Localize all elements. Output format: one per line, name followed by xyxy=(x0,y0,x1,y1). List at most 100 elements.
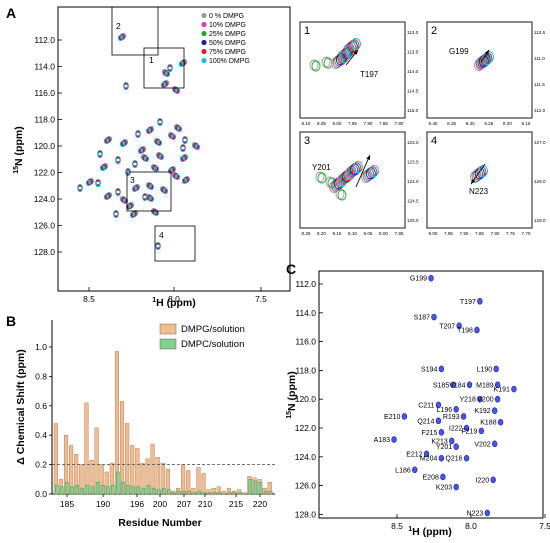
c-ytick-label: 116.0 xyxy=(295,337,316,347)
b-legend-label: DMPC/solution xyxy=(181,339,244,350)
b-xtick-label: 207 xyxy=(177,499,191,509)
b-ytick-label: 0.8 xyxy=(35,371,47,381)
bar-dmpc xyxy=(202,492,207,495)
arrow-head xyxy=(353,50,358,55)
nmr-peak xyxy=(160,81,167,89)
nmr-peak xyxy=(156,139,163,147)
bar-dmpc xyxy=(111,484,115,495)
peak-t197 xyxy=(477,297,483,305)
nmr-peak xyxy=(85,179,92,187)
panel-a-y-ticks: 112.0 114.0 116.0 118.0 120.0 122.0 124.0 126.0… xyxy=(34,35,62,257)
peak-k188 xyxy=(497,418,504,426)
bar-dmpg xyxy=(120,401,125,495)
inset-4: 4 8.00 7.95 7.90 7.85 7.80 7.75 7.70 127.0 128.0 1… xyxy=(426,131,546,236)
peak-v202 xyxy=(491,440,498,448)
peak-a183 xyxy=(391,436,397,443)
zoom-box-2 xyxy=(111,6,159,56)
peak-label: R193 xyxy=(443,414,460,421)
peak-label: F219 xyxy=(461,428,477,435)
nmr-peak xyxy=(181,177,188,185)
nmr-peak xyxy=(174,87,181,95)
inset-ytick: 114.0 xyxy=(407,69,419,74)
nmr-peak xyxy=(129,211,136,219)
nmr-peak xyxy=(117,34,124,42)
legend-label: 25% DMPG xyxy=(209,31,246,38)
panel-c-x-sup: 1 xyxy=(408,526,412,533)
peak-l196 xyxy=(453,405,459,413)
panel-b-x-axis-label: Residue Number xyxy=(118,517,201,529)
peak-label: F215 xyxy=(421,430,437,437)
nmr-peak xyxy=(179,155,186,163)
inset-frame xyxy=(299,21,406,119)
arrow-head xyxy=(484,50,489,55)
peak-y201 xyxy=(453,443,459,451)
inset-xtick: 8.00 xyxy=(333,121,342,126)
peak-n223 xyxy=(484,509,490,517)
inset-xtick: 8.10 xyxy=(348,231,357,236)
nmr-peak xyxy=(148,195,155,203)
peak-f219 xyxy=(478,427,485,435)
panel-c-y-ticks: 112.0 114.0 116.0 118.0 120.0 122.0 124.0 126.0… xyxy=(295,279,323,519)
inset-xtick: 7.70 xyxy=(522,231,531,236)
bar-dmpc xyxy=(70,486,74,495)
inset-xtick: 8.15 xyxy=(522,121,531,126)
legend-label: 0 % DMPG xyxy=(209,13,244,20)
peak-l190 xyxy=(493,365,499,373)
peak-label: L186 xyxy=(395,467,411,474)
peak-g199 xyxy=(428,274,434,282)
bar-dmpg xyxy=(125,423,130,495)
b-xtick-label: 210 xyxy=(198,499,212,509)
inset-peak xyxy=(351,38,361,50)
panel-b-y-ticks: 0.0 0.2 0.4 0.6 0.8 1.0 xyxy=(35,342,52,499)
inset-peak xyxy=(351,162,362,175)
inset-3: 3 8.25 8.20 8.15 8.10 8.05 8.00 7.95 123.0 123.5 1… xyxy=(299,131,419,236)
inset-xtick: 7.95 xyxy=(444,231,453,236)
inset-xtick: 8.00 xyxy=(429,231,438,236)
legend-swatch xyxy=(201,57,207,64)
bar-dmpc xyxy=(258,482,263,495)
inset-residue-label: N223 xyxy=(469,187,489,196)
peak-label: I222 xyxy=(449,426,463,433)
bar-dmpg xyxy=(221,490,226,495)
a-ytick-label: 112.0 xyxy=(34,35,55,45)
peak-label: M189 xyxy=(476,382,494,389)
peak-f215 xyxy=(438,429,445,436)
inset-xtick: 8.20 xyxy=(503,121,512,126)
peak-l186 xyxy=(412,466,418,474)
b-ytick-label: 0.6 xyxy=(35,401,47,411)
bar-dmpc xyxy=(192,492,197,495)
legend-swatch xyxy=(201,39,207,46)
a-xtick-label: 8.5 xyxy=(83,294,95,304)
inset-xtick: 8.05 xyxy=(317,121,326,126)
b-ytick-label: 0.2 xyxy=(35,460,47,470)
nmr-peak xyxy=(153,165,160,173)
inset-ytick: 114.5 xyxy=(407,89,419,94)
bar-dmpc xyxy=(85,484,90,495)
nmr-peak xyxy=(135,131,141,139)
bar-dmpc xyxy=(146,484,151,495)
bar-dmpc xyxy=(218,492,222,495)
panel-a-overlay-spectrum: 112.0114.0116.0118.0120.0122.0124.0126.0… xyxy=(34,6,291,304)
panel-a-frame xyxy=(57,6,291,292)
inset-peak xyxy=(476,166,487,179)
peak-v184 xyxy=(466,381,473,389)
bar-dmpc xyxy=(177,490,181,495)
legend-label: 75% DMPG xyxy=(209,49,246,56)
inset-xtick: 7.85 xyxy=(475,231,484,236)
bar-dmpc xyxy=(253,480,258,495)
inset-xtick: 7.90 xyxy=(460,231,469,236)
bar-dmpc xyxy=(151,487,156,495)
inset-peak xyxy=(337,52,348,65)
a-ytick-label: 116.0 xyxy=(34,88,55,98)
peak-i222 xyxy=(463,424,470,432)
nmr-peak xyxy=(167,65,173,73)
legend-label: 50% DMPG xyxy=(209,40,246,47)
a-xtick-label: 7.5 xyxy=(255,294,267,304)
panel-a-legend: 0 % DMPG 10% DMPG 25% DMPG 50% DMPG 75% DMPG… xyxy=(201,12,250,65)
peak-k213 xyxy=(449,437,455,445)
nmr-peak xyxy=(158,153,165,161)
peak-label: Y201 xyxy=(436,444,452,451)
peak-label: T207 xyxy=(439,323,455,330)
bar-dmpc xyxy=(65,482,69,495)
